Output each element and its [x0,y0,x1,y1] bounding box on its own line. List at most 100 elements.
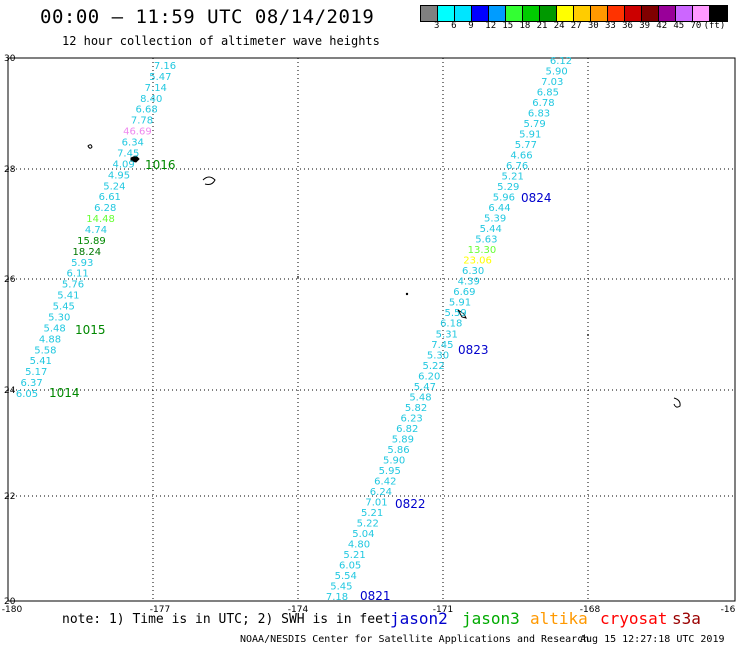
lon-tick-label: -177 [150,605,170,615]
swh-value: 5.79 [524,119,546,130]
swh-value: 5.93 [71,258,93,269]
colorbar-swatch [421,6,438,21]
swh-value: 5.63 [475,235,497,246]
colorbar-label: 42 [656,21,668,31]
swh-value: 6.34 [122,138,144,149]
swh-value: 6.69 [453,287,475,298]
swh-value: 5.22 [357,518,379,529]
swh-value: 23.06 [463,256,492,267]
colorbar-label: 3 [434,21,440,31]
colorbar-swatch [574,6,591,21]
swh-value: 6.28 [94,203,116,214]
swh-value: 4.39 [458,277,480,288]
swh-value: 5.21 [343,550,365,561]
colorbar-label: 9 [468,21,474,31]
colorbar-label: 12 [485,21,497,31]
legend-satellite-jason2: jason2 [390,609,448,628]
swh-value: 5.77 [515,140,537,151]
swh-value: 8.40 [140,94,162,105]
legend-satellite-altika: altika [530,609,588,628]
swh-value: 5.82 [405,403,427,414]
swh-value: 6.18 [440,319,462,330]
lat-tick-label: 24 [4,386,16,396]
swh-value: 13.30 [468,245,497,256]
colorbar-label: 33 [605,21,616,31]
pass-time-label: 1016 [145,158,176,172]
colorbar-label: (ft) [703,21,726,31]
swh-value: 5.96 [493,193,515,204]
swh-value: 6.23 [401,413,423,424]
swh-value: 6.37 [20,378,42,389]
lat-tick-label: 28 [4,165,16,175]
swh-value: 6.05 [16,389,38,400]
colorbar-label: 70 [690,21,702,31]
pass-time-label: 0824 [521,191,552,205]
island-dot [297,276,299,278]
colorbar-swatch [540,6,557,21]
lat-tick-label: 26 [4,275,16,285]
swh-value: 7.45 [117,148,139,159]
swh-value: 7.03 [541,77,563,88]
swh-value: 5.48 [409,392,431,403]
lat-tick-label: 22 [4,492,15,502]
swh-value: 7.45 [431,340,453,351]
swh-value: 6.83 [528,109,550,120]
pass-time-label: 0822 [395,497,426,511]
swh-value: 7.14 [145,83,167,94]
swh-value: 5.22 [422,361,444,372]
lat-tick-label: 30 [4,54,16,64]
swh-value: 4.80 [348,539,370,550]
island-shape [673,397,681,408]
swh-value: 6.30 [462,266,484,277]
pass-time-label: 1015 [75,323,106,337]
swh-value: 7.18 [326,592,348,603]
colorbar-label: 15 [502,21,514,31]
swh-value: 15.89 [77,236,106,247]
swh-value: 5.44 [480,224,502,235]
lat-tick-label: 20 [4,597,16,607]
swh-value: 5.89 [392,434,414,445]
legend-satellite-cryosat: cryosat [600,609,668,628]
swh-value: 5.17 [25,367,47,378]
pass-time-label: 0821 [360,589,391,603]
swh-value: 5.95 [379,466,401,477]
colorbar-label: 36 [622,21,633,31]
swh-value: 6.68 [135,105,157,116]
swh-value: 5.90 [383,455,405,466]
colorbar-swatch [472,6,489,21]
swh-value: 6.82 [396,424,418,435]
swh-value: 5.04 [352,529,374,540]
colorbar-swatch [557,6,574,21]
swh-value: 6.85 [537,88,559,99]
swh-value: 5.47 [149,72,171,83]
swh-value: 6.12 [550,56,572,67]
lon-tick-label: -174 [288,605,309,615]
swh-value: 18.24 [72,247,101,258]
colorbar-label: 21 [536,21,548,31]
swh-value: 5.47 [414,382,436,393]
colorbar-swatch [506,6,523,21]
swh-value: 6.76 [506,161,528,172]
swh-value: 7.78 [131,116,153,127]
island-shape [457,309,467,319]
swh-value: 4.74 [85,225,107,236]
swh-value: 4.95 [108,170,130,181]
pass-time-label: 0823 [458,343,489,357]
swh-value: 5.59 [444,308,466,319]
footer-timestamp: Aug 15 12:27:18 UTC 2019 [580,634,725,645]
swh-value: 5.45 [53,302,75,313]
island-shape [87,144,93,149]
swh-value: 5.21 [361,508,383,519]
colorbar-swatch [659,6,676,21]
swh-value: 6.42 [374,476,396,487]
colorbar-swatch [455,6,472,21]
wave-height-colorbar [420,5,728,22]
colorbar-label: 6 [451,21,457,31]
colorbar-swatch [625,6,642,21]
swh-value: 5.30 [427,350,449,361]
colorbar-swatch [710,6,727,21]
colorbar-swatch [676,6,693,21]
swh-value: 4.66 [510,151,532,162]
swh-value: 5.41 [57,291,79,302]
